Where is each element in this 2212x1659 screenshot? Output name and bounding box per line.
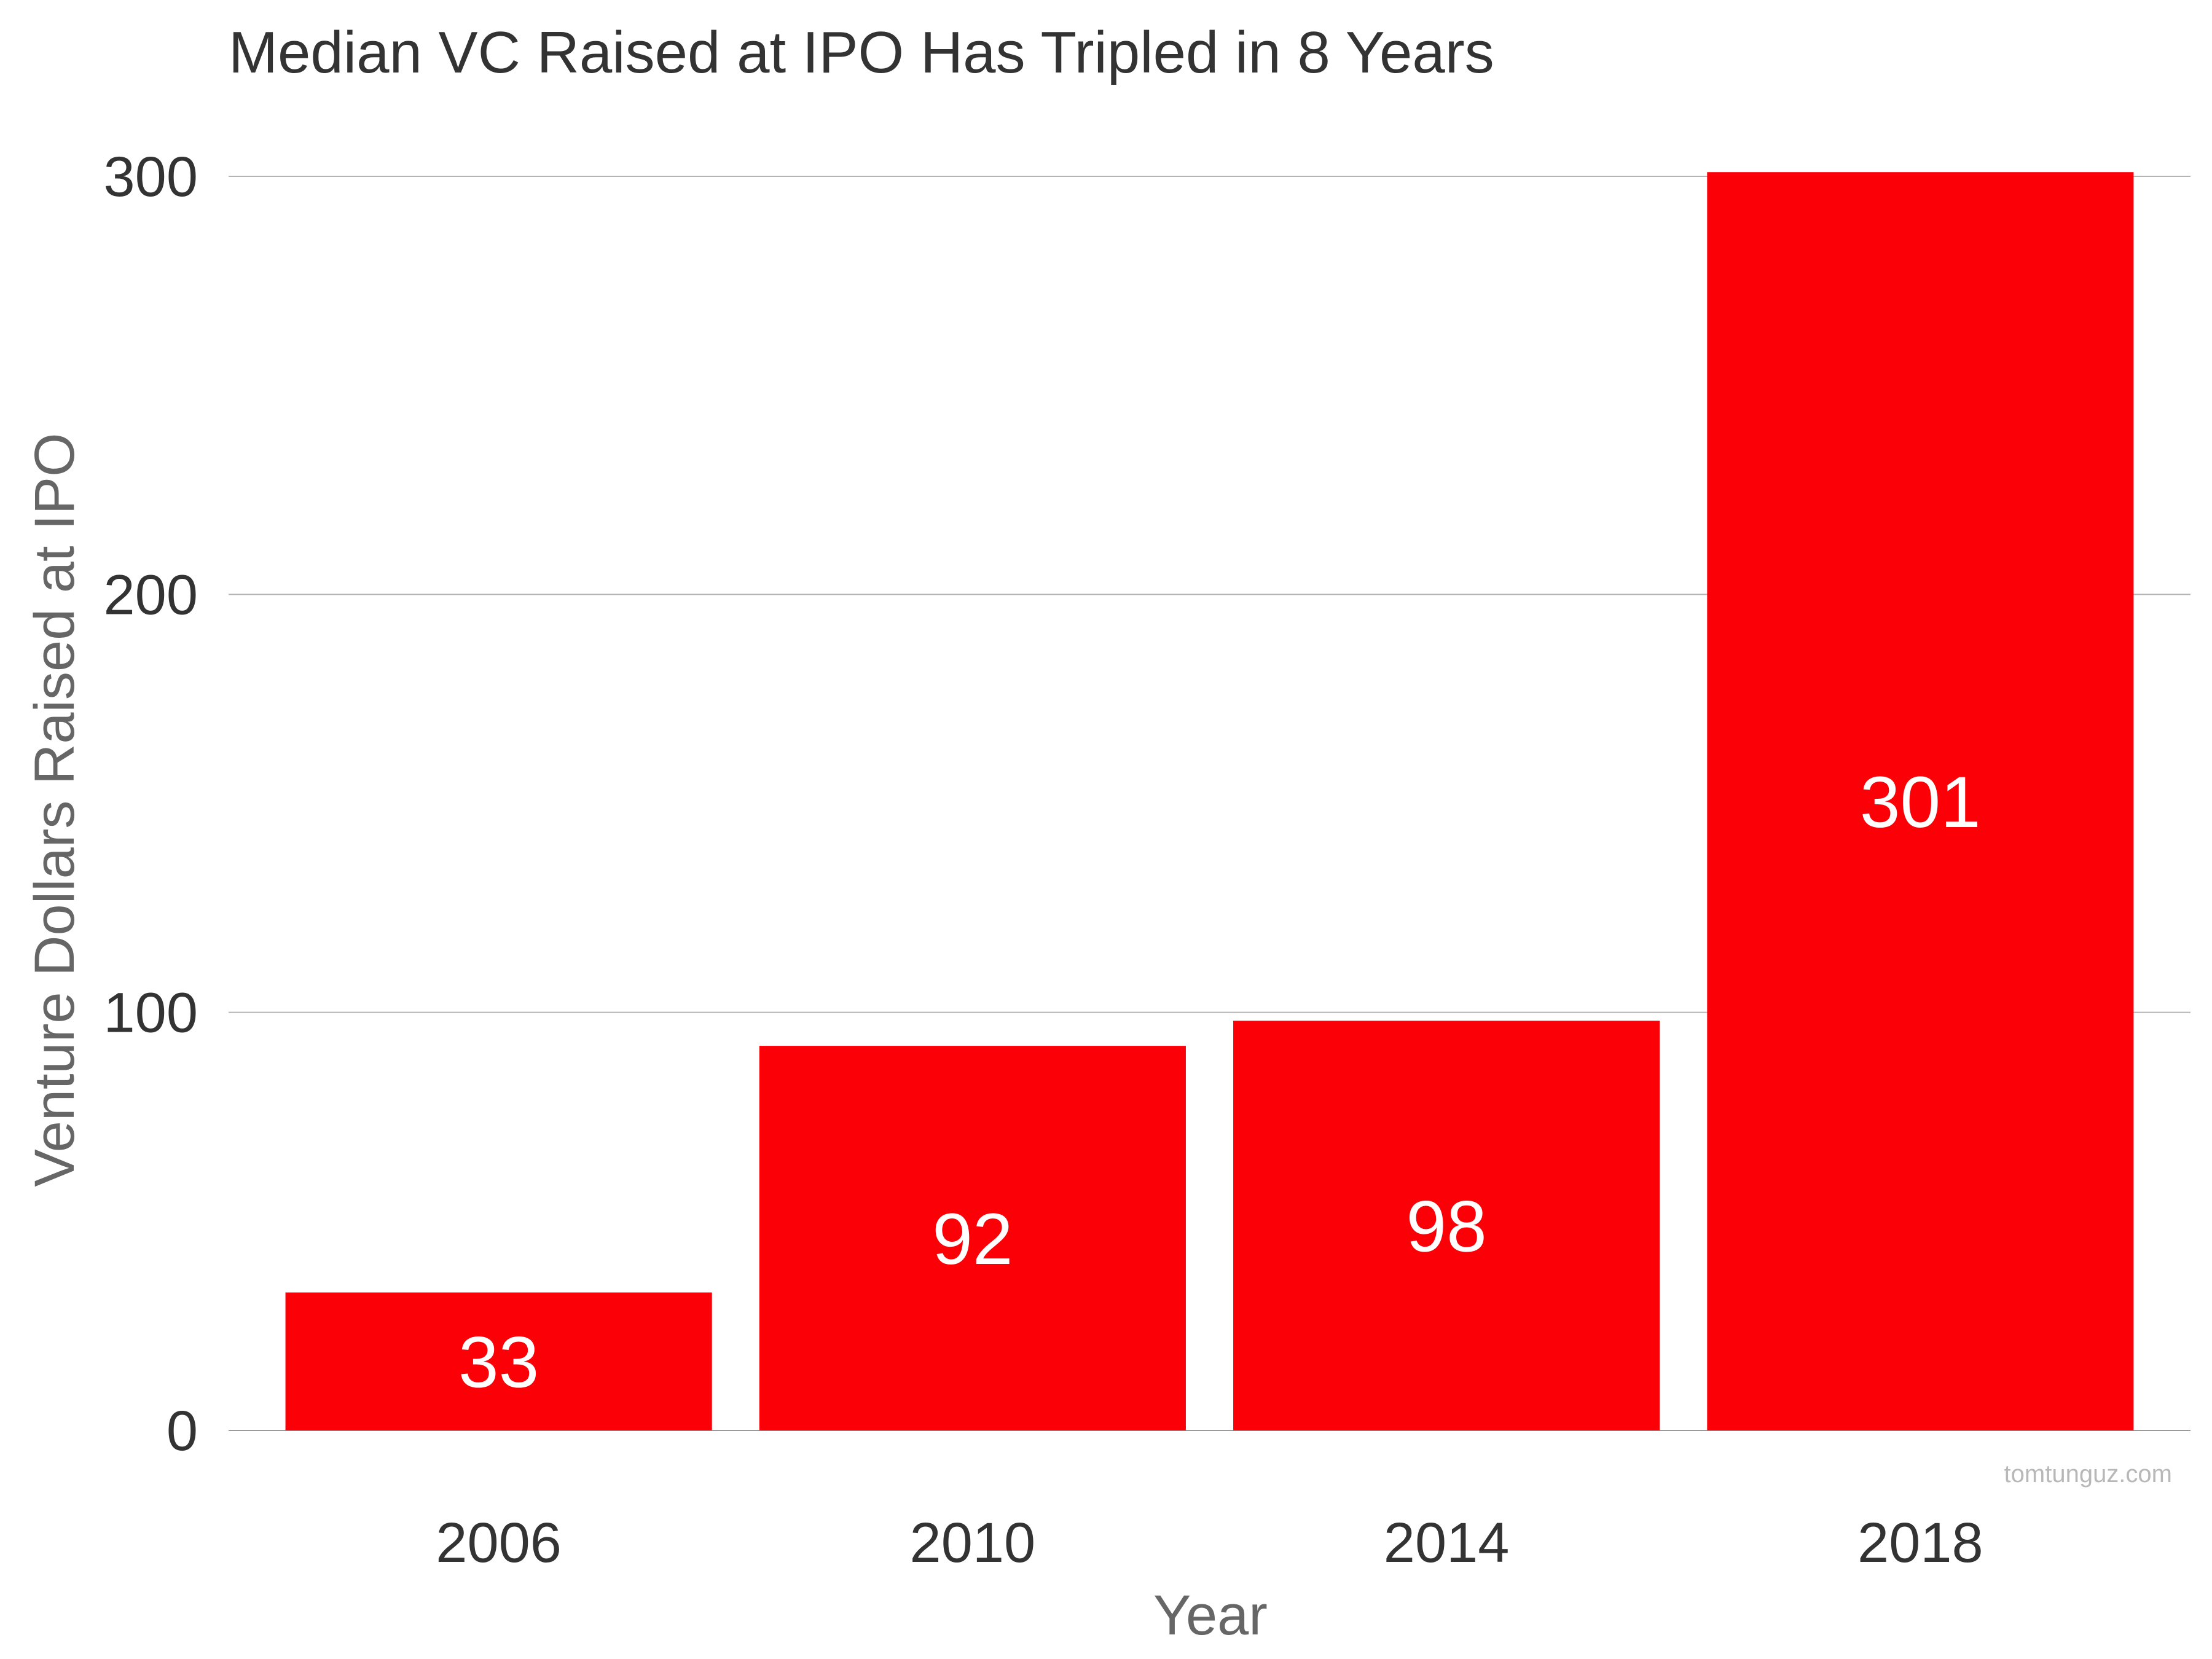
x-tick-label: 2010 (910, 1512, 1036, 1574)
x-axis-ticks: 2006 2010 2014 2018 (436, 1512, 1983, 1574)
y-axis-ticks: 0 100 200 300 (104, 146, 198, 1462)
bar-2006 (285, 1292, 712, 1430)
y-tick-label: 100 (104, 982, 198, 1045)
bar-2014 (1233, 1021, 1660, 1430)
bar-2018 (1707, 172, 2134, 1430)
bar-value-label: 98 (1406, 1186, 1486, 1268)
y-tick-label: 300 (104, 146, 198, 208)
x-tick-label: 2006 (436, 1512, 562, 1574)
bar-value-label: 33 (458, 1322, 539, 1403)
watermark: tomtunguz.com (2004, 1461, 2172, 1488)
y-axis-label: Venture Dollars Raised at IPO (23, 433, 86, 1186)
bar-2010 (759, 1046, 1186, 1430)
bar-value-label: 92 (932, 1199, 1013, 1280)
x-tick-label: 2014 (1384, 1512, 1510, 1574)
x-axis-label: Year (1153, 1584, 1268, 1647)
bars: 33 92 98 301 (285, 172, 2134, 1430)
chart-title: Median VC Raised at IPO Has Tripled in 8… (229, 20, 1494, 85)
bar-value-label: 301 (1860, 762, 1981, 843)
x-tick-label: 2018 (1857, 1512, 1983, 1574)
y-tick-label: 0 (167, 1400, 198, 1462)
y-tick-label: 200 (104, 563, 198, 626)
